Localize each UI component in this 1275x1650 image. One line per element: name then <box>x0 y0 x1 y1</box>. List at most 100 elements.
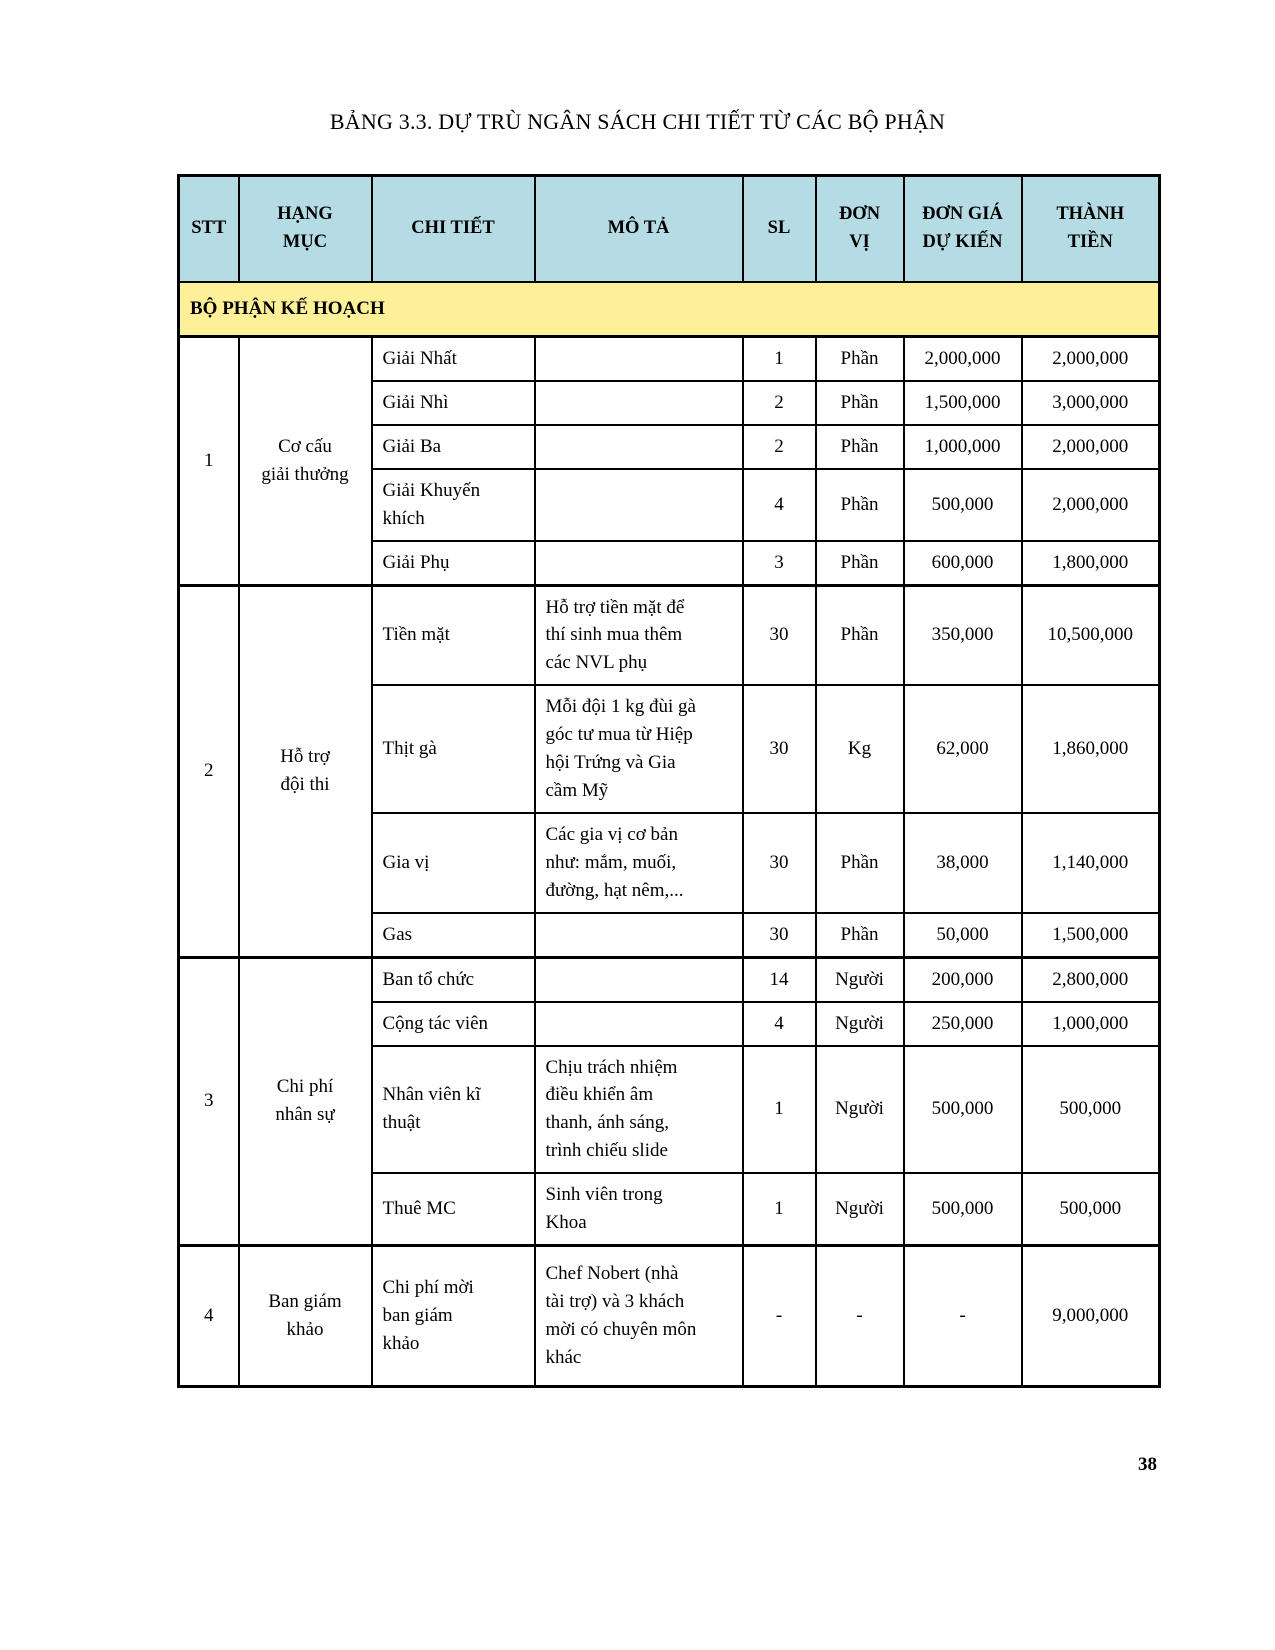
cell-mo-ta: Sinh viên trong Khoa <box>533 1172 744 1247</box>
cell-don-vi: Người <box>814 955 905 1003</box>
cell-don-gia: 2,000,000 <box>902 334 1023 382</box>
table-row: 4 Ban giám khảo Chi phí mời ban giám khảo C… <box>177 1244 1161 1388</box>
cell-chi-tiet: Tiền mặt <box>370 583 536 687</box>
cell-thanh-tien: 10,500,000 <box>1020 583 1161 687</box>
cell-sl: 30 <box>741 583 817 687</box>
column-header-hang-muc: HẠNG MỤC <box>237 174 373 283</box>
cell-sl: 30 <box>741 911 817 959</box>
cell-thanh-tien: 3,000,000 <box>1020 379 1161 426</box>
cell-mo-ta <box>533 423 744 470</box>
cell-mo-ta: Chef Nobert (nhà tài trợ) và 3 khách mời… <box>533 1244 744 1388</box>
page-number: 38 <box>1138 1453 1157 1475</box>
cell-mo-ta: Các gia vị cơ bản như: mắm, muối, đường,… <box>533 811 744 914</box>
header-row: STT HẠNG MỤC CHI TIẾT MÔ TẢ SL ĐƠN VỊ ĐƠN GIÁ … <box>177 174 1161 283</box>
cell-mo-ta: Hỗ trợ tiền mặt để thí sinh mua thêm các… <box>533 583 744 687</box>
cell-don-gia: 38,000 <box>902 811 1023 914</box>
cell-chi-tiet: Giải Nhất <box>370 334 536 382</box>
cell-don-vi: Phần <box>814 334 905 382</box>
cell-don-gia: 200,000 <box>902 955 1023 1003</box>
cell-thanh-tien: 1,140,000 <box>1020 811 1161 914</box>
cell-thanh-tien: 1,800,000 <box>1020 539 1161 587</box>
table-row: 3 Chi phí nhân sự Ban tổ chức 14 Người 200,00… <box>177 955 1161 1247</box>
cell-chi-tiet: Gas <box>370 911 536 959</box>
cell-don-gia: 1,000,000 <box>902 423 1023 470</box>
cell-mo-ta <box>533 467 744 542</box>
cell-don-vi: Người <box>814 1172 905 1247</box>
cell-thanh-tien: 2,000,000 <box>1020 334 1161 382</box>
cell-mo-ta: Mỗi đội 1 kg đùi gà góc tư mua từ Hiệp h… <box>533 684 744 814</box>
table-row: 2 Hỗ trợ đội thi Tiền mặt Hỗ trợ tiền mặt đ… <box>177 583 1161 959</box>
table-row: 1 Cơ cấu giải thưởng Giải Nhất 1 Phần 2,000,0… <box>177 334 1161 587</box>
cell-stt: 1 <box>177 335 240 587</box>
cell-don-gia: 500,000 <box>902 1044 1023 1175</box>
cell-sl: 4 <box>741 467 817 542</box>
cell-chi-tiet: Giải Ba <box>370 423 536 470</box>
cell-mo-ta <box>533 955 744 1003</box>
table-row: Cộng tác viên 4 Người 250,000 1,000,000 <box>179 1000 1161 1047</box>
cell-thanh-tien: 2,000,000 <box>1020 467 1161 542</box>
cell-thanh-tien: 1,500,000 <box>1020 911 1161 959</box>
table-row: Gia vị Các gia vị cơ bản như: mắm, muối, … <box>179 811 1161 914</box>
cell-sl: 30 <box>741 811 817 914</box>
cell-sl: - <box>741 1244 817 1388</box>
cell-mo-ta <box>533 334 744 382</box>
cell-stt: 3 <box>177 955 240 1247</box>
cell-sl: 2 <box>741 379 817 426</box>
cell-sl: 3 <box>741 539 817 587</box>
cell-don-gia: 62,000 <box>902 684 1023 814</box>
cell-don-gia: 500,000 <box>902 1172 1023 1247</box>
cell-sl: 4 <box>741 1000 817 1047</box>
section-banner: BỘ PHẬN KẾ HOẠCH <box>177 281 1161 338</box>
table-row: Giải Phụ 3 Phần 600,000 1,800,000 <box>179 539 1161 587</box>
cell-don-gia: 50,000 <box>902 911 1023 959</box>
cell-don-vi: Người <box>814 1044 905 1175</box>
column-header-sl: SL <box>741 174 817 283</box>
cell-chi-tiet: Gia vị <box>370 811 536 914</box>
cell-chi-tiet: Ban tổ chức <box>370 955 536 1003</box>
cell-thanh-tien: 1,860,000 <box>1020 684 1161 814</box>
cell-don-gia: 350,000 <box>902 583 1023 687</box>
cell-thanh-tien: 500,000 <box>1020 1172 1161 1247</box>
cell-don-vi: Phần <box>814 423 905 470</box>
cell-thanh-tien: 9,000,000 <box>1020 1244 1161 1388</box>
table-row: Thuê MC Sinh viên trong Khoa 1 Người 500,000… <box>179 1172 1161 1247</box>
cell-sl: 1 <box>741 334 817 382</box>
column-header-stt: STT <box>177 174 240 283</box>
cell-category: Chi phí nhân sự <box>237 955 373 1247</box>
cell-sl: 30 <box>741 684 817 814</box>
table-row: Thịt gà Mỗi đội 1 kg đùi gà góc tư mua từ… <box>179 684 1161 814</box>
cell-chi-tiet: Cộng tác viên <box>370 1000 536 1047</box>
cell-sl: 1 <box>741 1172 817 1247</box>
cell-mo-ta <box>533 911 744 959</box>
cell-don-vi: Phần <box>814 583 905 687</box>
column-header-mo-ta: MÔ TẢ <box>533 174 744 283</box>
cell-thanh-tien: 2,800,000 <box>1020 955 1161 1003</box>
cell-mo-ta: Chịu trách nhiệm điều khiển âm thanh, án… <box>533 1044 744 1175</box>
cell-don-vi: Người <box>814 1000 905 1047</box>
cell-don-vi: Kg <box>814 684 905 814</box>
column-header-chi-tiet: CHI TIẾT <box>370 174 536 283</box>
cell-chi-tiet: Chi phí mời ban giám khảo <box>370 1244 536 1388</box>
cell-category: Cơ cấu giải thưởng <box>237 335 373 587</box>
cell-don-vi: Phần <box>814 379 905 426</box>
cell-don-gia: 500,000 <box>902 467 1023 542</box>
column-header-don-vi: ĐƠN VỊ <box>814 174 905 283</box>
cell-mo-ta <box>533 1000 744 1047</box>
cell-chi-tiet: Thuê MC <box>370 1172 536 1247</box>
table-row: Giải Nhì 2 Phần 1,500,000 3,000,000 <box>179 379 1161 426</box>
table-row: Giải Ba 2 Phần 1,000,000 2,000,000 <box>179 423 1161 470</box>
cell-don-gia: 600,000 <box>902 539 1023 587</box>
cell-thanh-tien: 500,000 <box>1020 1044 1161 1175</box>
cell-sl: 1 <box>741 1044 817 1175</box>
cell-stt: 4 <box>177 1244 240 1388</box>
cell-don-gia: 250,000 <box>902 1000 1023 1047</box>
cell-don-gia: - <box>902 1244 1023 1388</box>
cell-don-vi: Phần <box>814 539 905 587</box>
cell-sl: 2 <box>741 423 817 470</box>
cell-mo-ta <box>533 379 744 426</box>
table-row: Nhân viên kĩ thuật Chịu trách nhiệm điều … <box>179 1044 1161 1175</box>
column-header-thanh-tien: THÀNH TIỀN <box>1020 174 1161 283</box>
section-banner-row: BỘ PHẬN KẾ HOẠCH <box>177 281 1161 338</box>
table-row: Giải Khuyến khích 4 Phần 500,000 2,000,000 <box>179 467 1161 542</box>
